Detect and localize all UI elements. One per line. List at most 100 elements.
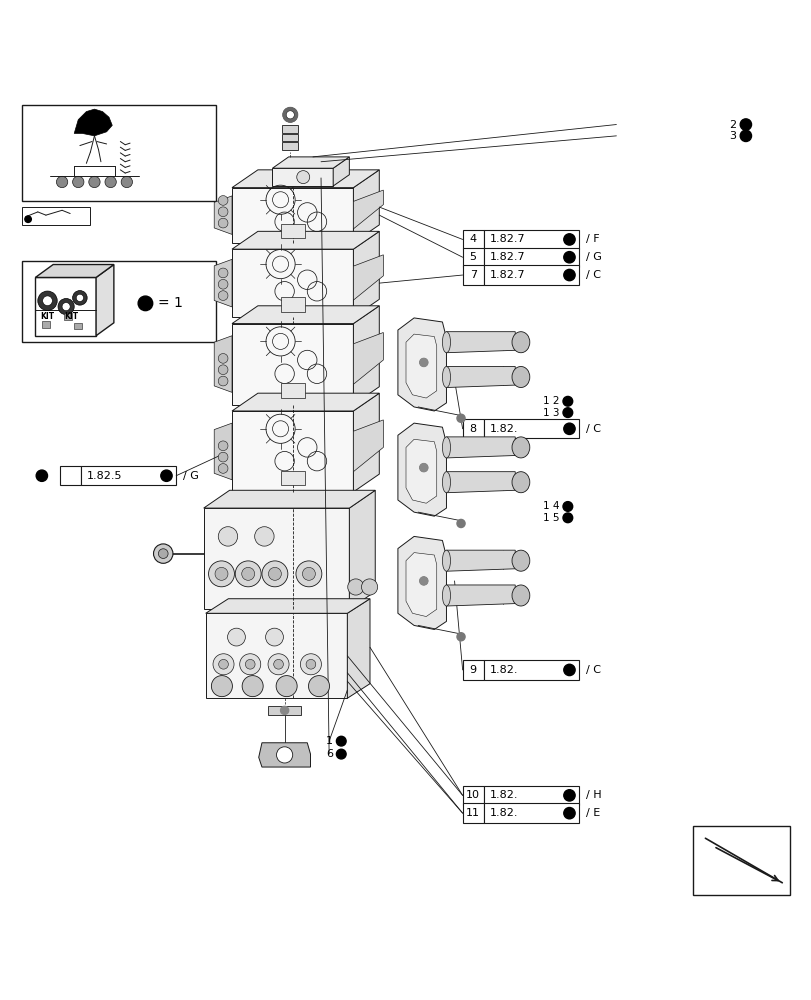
Bar (22, 261, 216, 342)
Bar (483, 265, 578, 285)
Bar (272, 168, 333, 186)
Bar (281, 224, 304, 238)
Circle shape (563, 423, 574, 434)
Polygon shape (406, 439, 436, 503)
Polygon shape (353, 255, 383, 300)
Text: / C: / C (585, 270, 600, 280)
Text: 1.82.: 1.82. (490, 790, 518, 800)
Circle shape (218, 207, 228, 217)
Polygon shape (259, 743, 310, 767)
Circle shape (242, 676, 263, 697)
Polygon shape (36, 265, 114, 277)
Circle shape (38, 291, 57, 310)
Bar (63, 313, 71, 320)
Circle shape (562, 396, 572, 406)
Circle shape (88, 176, 100, 188)
Polygon shape (353, 393, 379, 492)
Circle shape (419, 577, 427, 585)
Circle shape (276, 676, 297, 697)
Circle shape (218, 279, 228, 289)
Circle shape (138, 296, 152, 311)
Bar (281, 471, 304, 485)
Circle shape (218, 464, 228, 473)
Polygon shape (353, 332, 383, 384)
Text: 5: 5 (469, 252, 476, 262)
Text: 1: 1 (326, 736, 333, 746)
Ellipse shape (442, 550, 450, 571)
Circle shape (218, 218, 228, 228)
Text: / G: / G (585, 252, 601, 262)
Text: 10: 10 (466, 790, 479, 800)
Circle shape (211, 676, 232, 697)
Polygon shape (353, 420, 383, 472)
Bar (22, 105, 216, 201)
Circle shape (121, 176, 132, 188)
Circle shape (563, 234, 574, 245)
Polygon shape (353, 231, 379, 317)
Circle shape (227, 628, 245, 646)
Polygon shape (272, 157, 349, 168)
Bar (80, 466, 176, 485)
Bar (282, 125, 298, 133)
Bar (483, 230, 578, 249)
Ellipse shape (512, 366, 529, 388)
Bar (483, 248, 578, 267)
Circle shape (218, 659, 228, 669)
Polygon shape (397, 536, 446, 629)
Circle shape (235, 561, 261, 587)
Circle shape (72, 291, 87, 305)
Circle shape (239, 654, 260, 675)
Bar (74, 323, 82, 329)
Text: 1.82.7: 1.82.7 (490, 234, 526, 244)
Circle shape (302, 567, 315, 580)
Text: 1 4: 1 4 (543, 501, 559, 511)
Polygon shape (446, 472, 515, 493)
Ellipse shape (512, 437, 529, 458)
Circle shape (43, 296, 52, 306)
Circle shape (295, 561, 321, 587)
Circle shape (158, 549, 168, 558)
Circle shape (308, 676, 329, 697)
Text: 1.82.: 1.82. (490, 424, 518, 434)
Circle shape (218, 354, 228, 363)
Circle shape (218, 452, 228, 462)
Ellipse shape (512, 472, 529, 493)
Text: 1.82.: 1.82. (490, 665, 518, 675)
Circle shape (273, 659, 283, 669)
Text: 11: 11 (466, 808, 479, 818)
Polygon shape (205, 613, 347, 698)
Bar (483, 786, 578, 805)
Circle shape (281, 706, 288, 714)
Text: KIT: KIT (41, 312, 54, 321)
Circle shape (361, 579, 377, 595)
Circle shape (457, 633, 465, 641)
Polygon shape (232, 188, 353, 243)
Circle shape (562, 502, 572, 511)
Circle shape (740, 119, 751, 130)
Text: 8: 8 (469, 424, 476, 434)
Bar (462, 803, 483, 823)
Text: 6: 6 (326, 749, 333, 759)
Ellipse shape (512, 550, 529, 571)
Circle shape (283, 108, 297, 122)
Polygon shape (232, 249, 353, 317)
Circle shape (72, 176, 84, 188)
Text: / G: / G (182, 471, 198, 481)
Bar (268, 706, 300, 715)
Circle shape (218, 291, 228, 300)
Polygon shape (353, 306, 379, 405)
Bar (693, 826, 789, 895)
Text: 1.82.7: 1.82.7 (490, 270, 526, 280)
Circle shape (562, 513, 572, 523)
Circle shape (457, 414, 465, 422)
Circle shape (208, 561, 234, 587)
Ellipse shape (442, 332, 450, 353)
Circle shape (457, 519, 465, 528)
Text: 2: 2 (728, 120, 736, 130)
Bar (281, 383, 304, 398)
Circle shape (563, 252, 574, 263)
Bar (462, 248, 483, 267)
Polygon shape (397, 318, 446, 411)
Polygon shape (446, 437, 515, 458)
Circle shape (56, 176, 67, 188)
